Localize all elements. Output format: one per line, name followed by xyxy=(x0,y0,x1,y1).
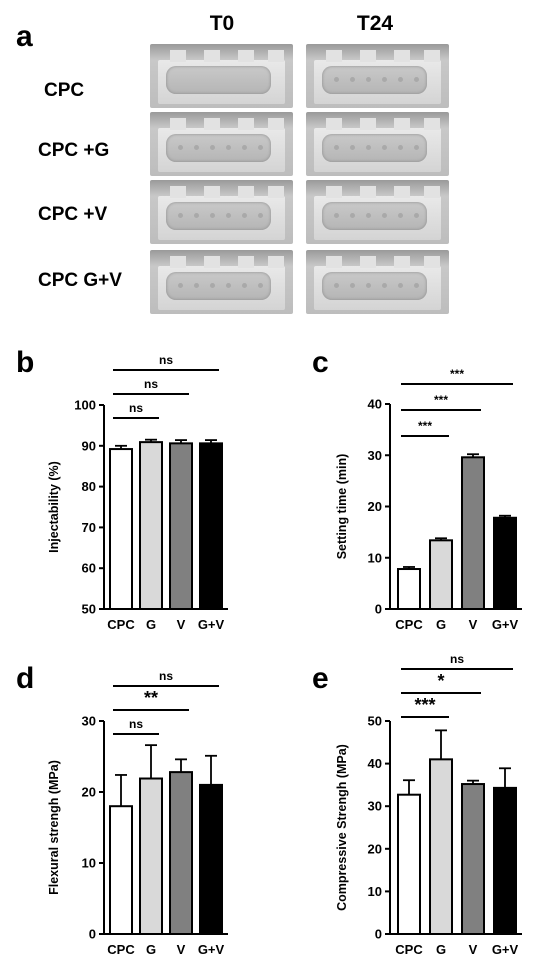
y-tick-label: 50 xyxy=(82,602,96,617)
y-tick-label: 30 xyxy=(368,448,382,463)
x-tick-label: G xyxy=(146,617,156,632)
x-tick-label: G xyxy=(146,942,156,957)
y-tick-label: 0 xyxy=(89,927,96,942)
x-tick-label: V xyxy=(177,617,186,632)
y-tick-label: 0 xyxy=(375,602,382,617)
x-tick-label: G+V xyxy=(492,942,519,957)
bar-v xyxy=(461,456,485,610)
bar-v xyxy=(461,783,485,935)
y-tick-label: 20 xyxy=(368,841,382,856)
y-tick-label: 10 xyxy=(368,550,382,565)
panel-letter-b: b xyxy=(16,346,34,379)
sample-photo xyxy=(306,112,449,176)
y-tick-label: 20 xyxy=(82,785,96,800)
x-tick-label: CPC xyxy=(395,942,423,957)
bar-cpc xyxy=(397,568,421,611)
x-tick-label: G+V xyxy=(492,617,519,632)
bar-g xyxy=(139,441,163,610)
bar-v xyxy=(169,442,193,610)
y-tick-label: 10 xyxy=(368,884,382,899)
x-tick-label: G+V xyxy=(198,942,225,957)
bar-cpc xyxy=(109,448,133,610)
row-label-cpc-g: CPC +G xyxy=(38,140,110,161)
sample-photo xyxy=(150,250,293,314)
y-tick-label: 90 xyxy=(82,438,96,453)
x-tick-label: CPC xyxy=(395,617,423,632)
y-axis-label: Flexural strengh (MPa) xyxy=(47,760,61,895)
bar-gplusv xyxy=(199,442,223,610)
significance-label: *** xyxy=(450,367,464,381)
y-axis-label: Injectability (%) xyxy=(47,461,61,553)
y-tick-label: 0 xyxy=(375,927,382,942)
sample-photo xyxy=(306,180,449,244)
row-label-cpc-v: CPC +V xyxy=(38,204,108,225)
y-tick-label: 30 xyxy=(82,714,96,729)
column-header-t0: T0 xyxy=(209,12,235,35)
y-tick-label: 40 xyxy=(368,397,382,412)
bar-gplusv xyxy=(493,516,517,611)
y-tick-label: 60 xyxy=(82,561,96,576)
y-axis-label: Setting time (min) xyxy=(335,454,349,560)
significance-label: ns xyxy=(159,353,173,367)
significance-label: ns xyxy=(129,401,143,415)
x-tick-label: V xyxy=(177,942,186,957)
bar-cpc xyxy=(109,805,133,936)
panel-letter-a: a xyxy=(16,20,33,53)
significance-label: ns xyxy=(159,669,173,683)
column-header-t24: T24 xyxy=(356,12,394,35)
y-tick-label: 30 xyxy=(368,799,382,814)
significance-label: *** xyxy=(418,419,432,433)
panel-letter-d: d xyxy=(16,662,34,695)
y-tick-label: 10 xyxy=(82,856,96,871)
x-tick-label: G xyxy=(436,942,446,957)
x-tick-label: G xyxy=(436,617,446,632)
y-tick-label: 80 xyxy=(82,479,96,494)
sample-photo xyxy=(306,44,449,108)
y-tick-label: 100 xyxy=(74,398,96,413)
y-tick-label: 40 xyxy=(368,756,382,771)
y-axis-label: Compressive Strengh (MPa) xyxy=(335,744,349,911)
sample-photo xyxy=(150,44,293,108)
significance-label: *** xyxy=(434,393,448,407)
bar-gplusv xyxy=(493,786,517,936)
bar-gplusv xyxy=(199,783,223,936)
x-tick-label: V xyxy=(469,942,478,957)
sample-photo xyxy=(150,112,293,176)
bar-g xyxy=(429,758,453,936)
bar-g xyxy=(139,777,163,936)
significance-label: ns xyxy=(129,717,143,731)
y-tick-label: 70 xyxy=(82,520,96,535)
significance-label: * xyxy=(437,671,444,691)
bar-v xyxy=(169,771,193,935)
sample-photo xyxy=(150,180,293,244)
panel-letter-c: c xyxy=(312,346,329,379)
y-tick-label: 50 xyxy=(368,714,382,729)
x-tick-label: G+V xyxy=(198,617,225,632)
x-tick-label: CPC xyxy=(107,942,135,957)
significance-label: *** xyxy=(414,695,435,715)
row-label-cpc: CPC xyxy=(44,80,85,101)
significance-label: ns xyxy=(144,377,158,391)
bar-cpc xyxy=(397,793,421,935)
significance-label: ns xyxy=(450,652,464,666)
x-tick-label: V xyxy=(469,617,478,632)
bar-g xyxy=(429,539,453,611)
y-tick-label: 20 xyxy=(368,499,382,514)
x-tick-label: CPC xyxy=(107,617,135,632)
row-label-cpc-gv: CPC G+V xyxy=(38,270,122,291)
panel-letter-e: e xyxy=(312,662,329,695)
sample-photo xyxy=(306,250,449,314)
significance-label: ** xyxy=(144,688,158,708)
